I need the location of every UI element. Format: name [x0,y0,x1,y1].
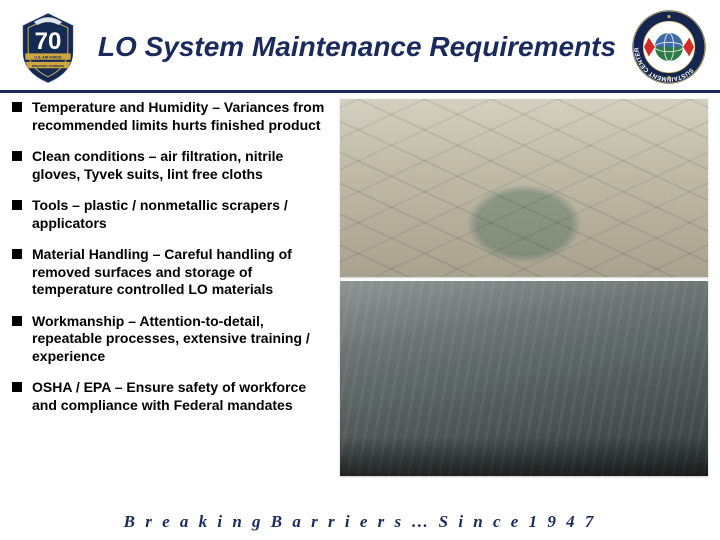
slide-footer: B r e a k i n g B a r r i e r s … S i n … [0,512,720,532]
bullet-marker-icon [12,200,22,210]
slide-header: 70 U.S. AIR FORCE BREAKING BARRIERS LO S… [0,0,720,90]
anniversary-badge: 70 U.S. AIR FORCE BREAKING BARRIERS [12,8,84,86]
bullet-marker-icon [12,316,22,326]
svg-text:U.S. AIR FORCE: U.S. AIR FORCE [34,55,62,59]
content-area: Temperature and Humidity – Variances fro… [0,99,720,476]
bullet-text: Temperature and Humidity – Variances fro… [32,99,332,134]
bullet-text: Workmanship – Attention-to-detail, repea… [32,313,332,366]
svg-text:70: 70 [35,28,62,55]
organization-crest: SUSTAINMENT CENTER [630,8,708,86]
aircraft-panel-photo [340,281,708,476]
bullet-text: Tools – plastic / nonmetallic scrapers /… [32,197,332,232]
svg-text:BREAKING BARRIERS: BREAKING BARRIERS [32,64,64,68]
bullet-marker-icon [12,151,22,161]
bullet-marker-icon [12,382,22,392]
list-item: Temperature and Humidity – Variances fro… [12,99,332,134]
bullet-list: Temperature and Humidity – Variances fro… [12,99,332,476]
title-underline [0,90,720,93]
list-item: Material Handling – Careful handling of … [12,246,332,299]
list-item: Clean conditions – air filtration, nitri… [12,148,332,183]
list-item: OSHA / EPA – Ensure safety of workforce … [12,379,332,414]
list-item: Tools – plastic / nonmetallic scrapers /… [12,197,332,232]
list-item: Workmanship – Attention-to-detail, repea… [12,313,332,366]
slide-title: LO System Maintenance Requirements [92,31,622,63]
bullet-text: OSHA / EPA – Ensure safety of workforce … [32,379,332,414]
bullet-marker-icon [12,249,22,259]
bullet-text: Clean conditions – air filtration, nitri… [32,148,332,183]
aircraft-bay-photo [340,99,708,277]
photo-column [340,99,708,476]
bullet-marker-icon [12,102,22,112]
bullet-text: Material Handling – Careful handling of … [32,246,332,299]
